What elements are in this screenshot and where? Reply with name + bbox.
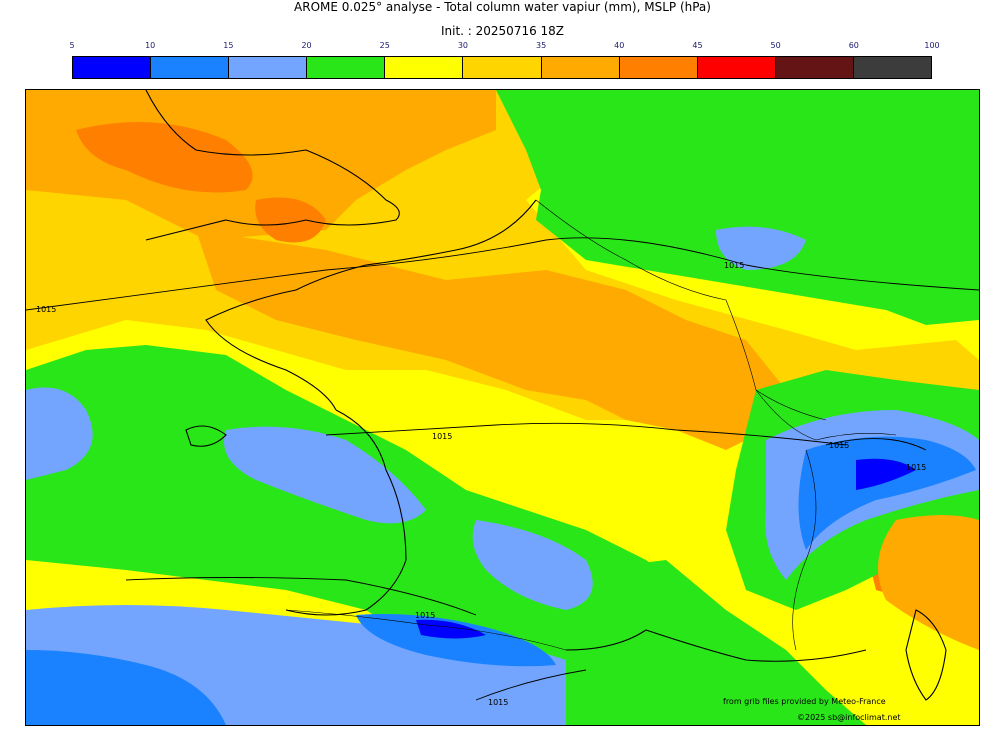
field-lightblue-atlantic — [224, 426, 426, 524]
colorbar-tick-label: 15 — [223, 41, 234, 50]
colorbar-tick-label: 20 — [301, 41, 312, 50]
field-green-atlantic — [26, 345, 686, 700]
isobar-label: 1015 — [724, 261, 744, 270]
colorbar-tick-label: 5 — [69, 41, 75, 50]
field-deepblue-alps — [856, 458, 916, 490]
colorbar-tick-label: 60 — [848, 41, 859, 50]
border-italy — [792, 449, 817, 651]
isobar-labels: 1015 1015 1015 1015 1015 1015 1015 — [36, 261, 926, 707]
coastline-france-north — [205, 199, 537, 411]
colorbar-tick-label: 30 — [457, 41, 468, 50]
colorbar-tick-label: 45 — [692, 41, 703, 50]
field-orange-band-2 — [196, 230, 786, 450]
field-blue-alps — [798, 436, 976, 550]
border-switzerland — [755, 389, 897, 441]
map-title: AROME 0.025° analyse - Total column wate… — [294, 0, 711, 14]
isobar-label: 1015 — [488, 698, 508, 707]
data-source-credit: from grib files provided by Meteo-France — [723, 697, 886, 706]
colorbar-tick-label: 10 — [145, 41, 156, 50]
isobar-1015-mid — [325, 422, 847, 446]
isobar-1015-south — [125, 577, 477, 616]
border-spain — [285, 609, 567, 651]
isobar-label: 1015 — [415, 611, 435, 620]
field-orange-southeast — [878, 515, 979, 650]
field-green-northeast — [496, 90, 979, 325]
coastline-channel-islands — [185, 425, 227, 447]
colorbar-segment — [619, 57, 698, 78]
isobar-1015-se — [475, 669, 587, 701]
colorbar-segment — [73, 57, 152, 78]
coastline-france-west — [285, 409, 407, 616]
colorbar-ticks: 5 10 15 20 25 30 35 40 45 50 60 100 — [69, 41, 939, 53]
colorbar-segment — [541, 57, 620, 78]
colorbar-segment — [151, 57, 230, 78]
colorbar-segment — [385, 57, 464, 78]
field-deepblue-pyrenees — [416, 619, 486, 639]
border-belgium — [535, 199, 727, 301]
field-lightblue-massif — [472, 520, 593, 610]
field-lightblue-germany — [716, 226, 806, 270]
colorbar-segment — [307, 57, 386, 78]
isobar-label: 1015 — [829, 441, 849, 450]
coastline-england — [145, 90, 400, 241]
coastline-corsica — [905, 609, 947, 701]
isobars — [26, 237, 979, 701]
weather-map: 1015 1015 1015 1015 1015 1015 1015 — [25, 89, 980, 726]
init-time: Init. : 20250716 18Z — [440, 24, 565, 38]
colorbar-legend — [72, 56, 932, 79]
coastlines — [145, 90, 947, 701]
colorbar-segment — [853, 57, 932, 78]
isobar-1015-alps — [825, 438, 927, 451]
colorbar-segment — [697, 57, 776, 78]
isobar-1015-north — [26, 237, 979, 311]
colorbar-segment — [775, 57, 854, 78]
colorbar-tick-label: 100 — [924, 41, 940, 50]
colorbar-tick-label: 50 — [770, 41, 781, 50]
isobar-label: 1015 — [906, 463, 926, 472]
colorbar-segment — [463, 57, 542, 78]
colorbar-tick-label: 35 — [535, 41, 547, 50]
coastline-med — [565, 629, 867, 662]
colorbar-tick-label: 40 — [614, 41, 625, 50]
borders — [285, 199, 897, 651]
colorbar-segment — [229, 57, 308, 78]
border-germany — [725, 299, 827, 421]
field-lightblue-bay-of-biscay — [26, 387, 93, 480]
field-darkorange-cornwall — [255, 197, 326, 243]
isobar-label: 1015 — [36, 305, 56, 314]
field-darkorange-england — [76, 122, 253, 193]
field-blue-pyrenees — [26, 650, 226, 725]
isobar-label: 1015 — [432, 432, 452, 441]
field-blue-pyrenees-east — [356, 614, 556, 667]
copyright-credit: ©2025 sb@infoclimat.net — [797, 713, 901, 722]
colorbar-tick-label: 25 — [379, 41, 390, 50]
